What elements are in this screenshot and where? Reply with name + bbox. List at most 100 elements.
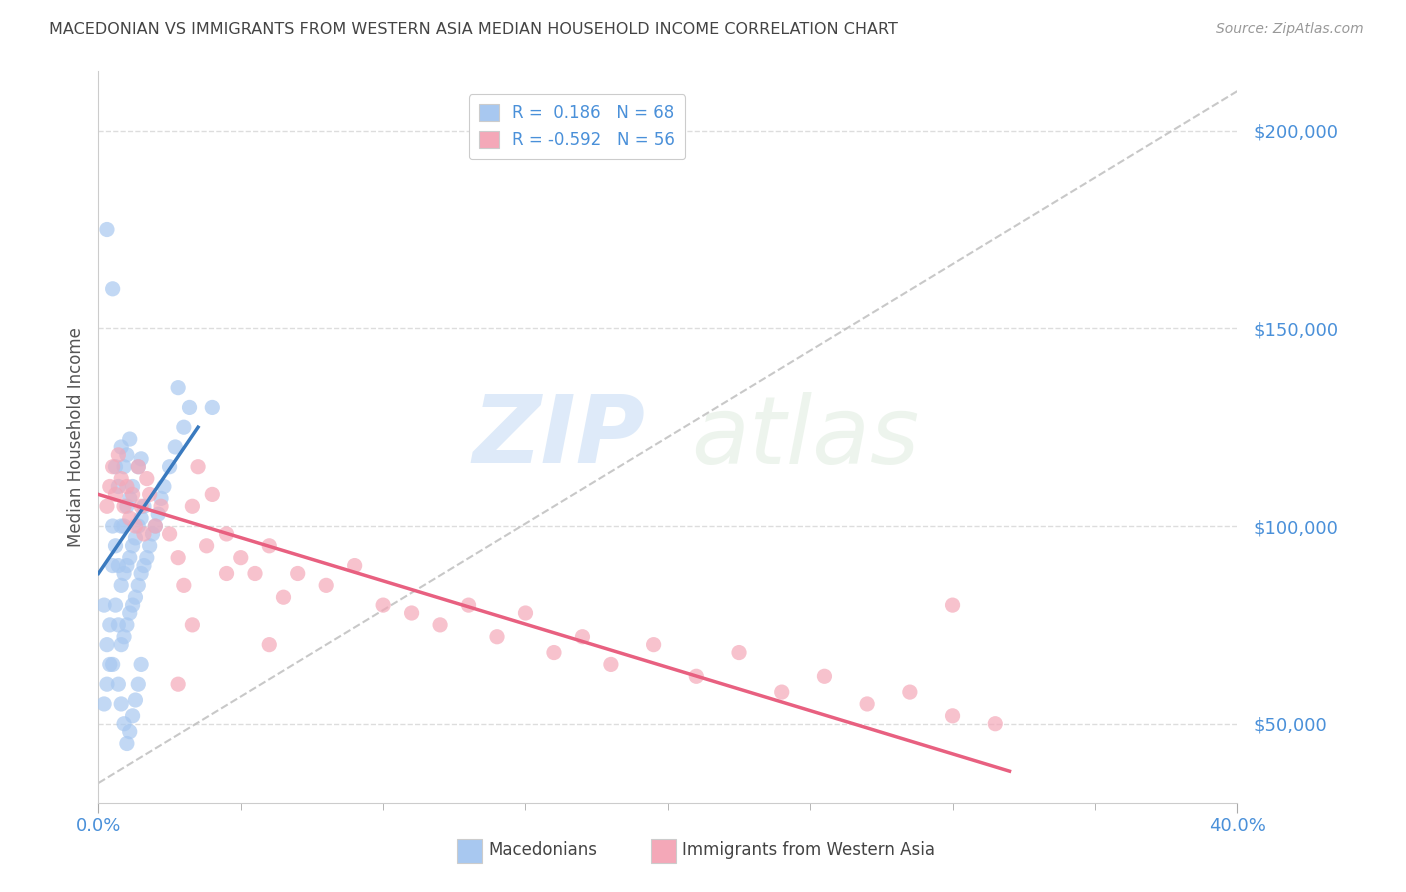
Point [215,527,238,541]
Point [167,677,190,691]
Point [124,693,146,707]
Point [129,657,152,672]
Point [101,519,124,533]
Point [129,500,152,514]
Point [110,638,132,652]
Point [243,566,266,581]
Point [118,491,141,506]
Point [115,500,138,514]
Point [127,578,149,592]
Point [984,716,1007,731]
Point [181,500,204,514]
Point [110,472,132,486]
Point [165,440,187,454]
Point [145,519,167,533]
Point [110,578,132,592]
Point [132,558,155,573]
Point [229,550,252,565]
Point [118,550,141,565]
Point [115,558,138,573]
Point [96,638,118,652]
Point [107,479,129,493]
Point [770,685,793,699]
Point [600,657,623,672]
Point [135,550,157,565]
Point [273,591,295,605]
Point [195,539,218,553]
Point [124,531,146,545]
Point [856,697,879,711]
Point [107,558,129,573]
Point [124,519,146,533]
Point [104,539,127,553]
Point [167,381,190,395]
Text: MACEDONIAN VS IMMIGRANTS FROM WESTERN ASIA MEDIAN HOUSEHOLD INCOME CORRELATION C: MACEDONIAN VS IMMIGRANTS FROM WESTERN AS… [49,22,898,37]
Point [187,459,209,474]
Point [129,511,152,525]
Point [107,448,129,462]
Point [93,598,115,612]
Point [112,459,135,474]
Point [101,558,124,573]
Point [429,618,451,632]
Point [181,618,204,632]
Point [118,511,141,525]
Point [96,677,118,691]
Point [121,598,143,612]
Point [115,737,138,751]
Point [153,479,176,493]
Point [543,646,565,660]
Point [571,630,593,644]
Point [93,697,115,711]
Point [96,500,118,514]
Point [112,500,135,514]
Point [110,519,132,533]
Point [159,459,181,474]
Point [259,539,281,553]
Point [112,519,135,533]
Point [107,677,129,691]
Point [104,598,127,612]
Point [96,222,118,236]
Point [259,638,281,652]
FancyBboxPatch shape [651,839,676,863]
Point [315,578,337,592]
Point [373,598,395,612]
Point [121,539,143,553]
Point [287,566,309,581]
Text: atlas: atlas [690,392,920,483]
Point [118,606,141,620]
Point [728,646,751,660]
Point [201,487,224,501]
Point [101,282,124,296]
Point [118,724,141,739]
Point [127,519,149,533]
Point [942,708,965,723]
Point [486,630,509,644]
Point [685,669,707,683]
Y-axis label: Median Household Income: Median Household Income [66,327,84,547]
Point [173,420,195,434]
FancyBboxPatch shape [457,839,482,863]
Point [898,685,921,699]
Point [124,591,146,605]
Point [515,606,537,620]
Point [104,459,127,474]
Point [457,598,479,612]
Point [127,459,149,474]
Point [115,479,138,493]
Point [115,618,138,632]
Point [145,519,167,533]
Text: Immigrants from Western Asia: Immigrants from Western Asia [682,841,935,859]
Point [179,401,201,415]
Point [215,566,238,581]
Point [98,657,121,672]
Point [127,459,149,474]
Text: ZIP: ZIP [472,391,645,483]
Legend: R =  0.186   N = 68, R = -0.592   N = 56: R = 0.186 N = 68, R = -0.592 N = 56 [468,95,685,159]
Point [167,550,190,565]
Point [643,638,665,652]
Text: Source: ZipAtlas.com: Source: ZipAtlas.com [1216,22,1364,37]
Point [813,669,835,683]
Point [118,432,141,446]
